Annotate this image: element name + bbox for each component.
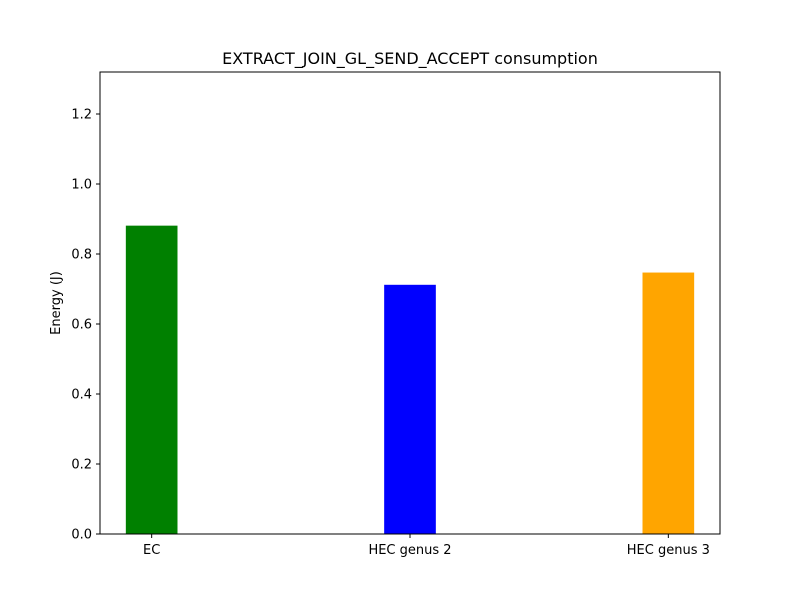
y-tick-label: 0.0 [71,528,92,543]
y-tick-label: 0.2 [71,458,92,473]
chart-title: EXTRACT_JOIN_GL_SEND_ACCEPT consumption [222,49,598,69]
bar-ec [125,225,178,534]
x-axis-ticks: EC HEC genus 2 HEC genus 3 [143,534,710,558]
bar-hec-genus-2 [384,284,436,534]
bars-group [125,225,695,534]
bar-hec-genus-3 [642,272,695,534]
y-axis-label: Energy (J) [49,271,64,335]
y-tick-label: 1.0 [71,178,92,193]
x-tick-label: HEC genus 3 [627,543,710,558]
x-tick-label: HEC genus 2 [368,543,451,558]
plot-area-frame [99,71,721,535]
y-tick-label: 0.4 [71,388,92,403]
y-tick-label: 1.2 [71,108,92,123]
x-tick-label: EC [143,543,160,558]
y-tick-label: 0.8 [71,248,92,263]
y-axis-ticks: 0.0 0.2 0.4 0.6 0.8 1.0 1.2 [71,108,100,543]
y-tick-label: 0.6 [71,318,92,333]
